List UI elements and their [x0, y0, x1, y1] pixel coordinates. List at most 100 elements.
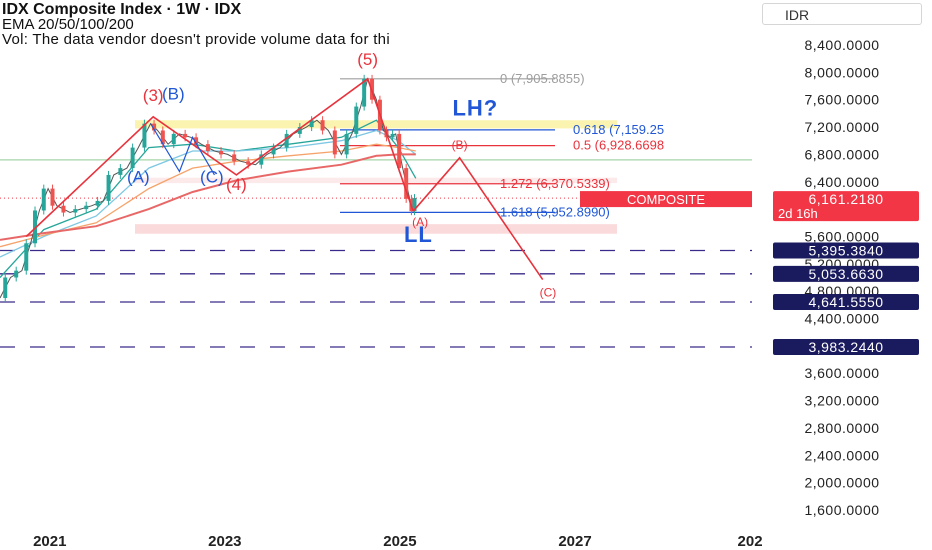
x-tick-2: 2025	[383, 533, 416, 550]
currency-selector[interactable]: IDR	[762, 3, 922, 25]
candle-body-17	[183, 133, 188, 138]
wave-label-2: (A)	[127, 167, 150, 186]
candle-body-14	[152, 123, 157, 131]
candle-body-5	[50, 188, 55, 206]
candle-body-20	[219, 150, 224, 155]
x-tick-1: 2023	[208, 533, 241, 550]
ema-line-3	[0, 143, 416, 248]
level-badge-2	[773, 294, 919, 311]
candle-body-3	[33, 210, 38, 244]
candle-body-18	[194, 137, 199, 145]
wave-labels: (3)(B)(A) (C) (4)(5)(A)(B)(C)LH?LL	[127, 50, 556, 300]
level-badge-0	[773, 242, 919, 259]
x-tick-0: 2021	[33, 533, 66, 550]
wave-label-3: (C)	[200, 167, 224, 186]
current-price-value: 6,161.2180	[808, 191, 883, 207]
x-tick-3: 2027	[558, 533, 591, 550]
candle-body-29	[332, 130, 337, 155]
level-badge-1	[773, 265, 919, 282]
candle-body-36	[390, 133, 395, 138]
zone-1	[135, 224, 617, 234]
y-tick-12: 7,200.0000	[804, 119, 879, 135]
wave-label-7: (B)	[452, 138, 468, 152]
ema-line-2	[0, 129, 417, 258]
candle-body-24	[271, 147, 276, 155]
elliott-wave-drawings	[25, 77, 544, 281]
candle-body-6	[61, 205, 66, 213]
y-tick-2: 2,400.0000	[804, 447, 879, 463]
wave-label-4: (4)	[226, 175, 247, 194]
wave-label-8: (C)	[540, 286, 557, 300]
y-tick-10: 6,400.0000	[804, 174, 879, 190]
wave-label-0: (3)	[143, 86, 164, 105]
level-badge-text-1: 5,053.6630	[808, 266, 883, 282]
candle-body-10	[106, 174, 111, 201]
y-tick-6: 4,400.0000	[804, 311, 879, 327]
abc-correction-path	[150, 123, 216, 176]
candle-body-7	[73, 209, 78, 213]
candle-body-38	[404, 168, 409, 199]
candle-body-9	[95, 200, 100, 206]
candle-body-8	[84, 205, 89, 210]
candle-body-4	[41, 188, 46, 211]
elliott-wave-path	[25, 77, 414, 238]
horizontal-levels	[0, 249, 752, 348]
wave-label-1: (B)	[162, 85, 185, 104]
chart-title: IDX Composite Index · 1W · IDX	[2, 1, 242, 18]
zone-2	[135, 177, 617, 184]
y-tick-15: 8,400.0000	[804, 37, 879, 53]
fib-label-0: 0 (7,905.8855)	[500, 71, 585, 86]
candle-body-13	[142, 123, 147, 148]
fib-label-2: 0.5 (6,928.6698	[573, 138, 664, 153]
candle-body-32	[362, 78, 367, 107]
y-tick-1: 2,000.0000	[804, 475, 879, 491]
text-label-0: LH?	[452, 95, 498, 120]
y-tick-14: 8,000.0000	[804, 64, 879, 80]
ema-lines	[0, 119, 417, 278]
fibonacci-levels: 0 (7,905.8855) 0.618 (7,159.250.5 (6,928.…	[340, 71, 664, 219]
ema-line-4	[0, 153, 416, 241]
candle-body-30	[344, 133, 349, 155]
symbol-badge	[580, 191, 752, 208]
x-tick-4: 202	[738, 533, 763, 550]
current-price-badge	[773, 191, 919, 222]
price-badges: 5,395.3840 5,053.6630 4,641.5550 3,983.2440…	[580, 191, 919, 356]
y-tick-0: 1,600.0000	[804, 502, 879, 518]
candle-body-25	[284, 133, 289, 148]
zone-0	[135, 120, 617, 129]
price-axis: 1,600.0000 2,000.0000 2,400.0000 2,800.0000…	[804, 37, 879, 518]
level-badge-text-3: 3,983.2440	[808, 339, 883, 355]
y-tick-13: 7,600.0000	[804, 92, 879, 108]
level-badge-3	[773, 339, 919, 356]
fib-label-3: 1.272 (6,370.5339)	[500, 176, 610, 191]
indicator-legend[interactable]: EMA 20/50/100/200	[2, 16, 134, 33]
volume-note: Vol: The data vendor doesn't provide vol…	[2, 31, 390, 48]
text-label-1: LL	[404, 222, 433, 247]
candle-body-31	[354, 106, 359, 134]
price-zones	[0, 120, 752, 234]
candle-body-2	[24, 243, 29, 271]
candle-body-1	[14, 270, 19, 278]
y-tick-9: 5,600.0000	[804, 228, 879, 244]
projection-path	[412, 156, 544, 281]
candle-body-16	[171, 133, 176, 145]
candle-body-0	[3, 277, 8, 299]
y-tick-4: 3,200.0000	[804, 393, 879, 409]
candle-body-27	[309, 120, 314, 128]
level-badge-text-2: 4,641.5550	[808, 294, 883, 310]
candle-body-28	[320, 120, 325, 131]
y-tick-5: 3,600.0000	[804, 365, 879, 381]
candle-body-23	[259, 154, 264, 165]
candle-body-37	[397, 133, 402, 169]
wave-label-6: (A)	[412, 215, 428, 229]
level-badge-text-0: 5,395.3840	[808, 242, 883, 258]
candle-body-15	[160, 130, 165, 145]
candle-body-19	[205, 144, 210, 151]
time-axis: 2021 2023 2025 2027 202	[33, 533, 763, 550]
candle-body-21	[232, 154, 237, 162]
wave-label-5: (5)	[357, 50, 378, 69]
bar-countdown: 2d 16h	[778, 206, 818, 221]
candle-body-22	[246, 161, 251, 165]
candle-body-26	[297, 127, 302, 134]
